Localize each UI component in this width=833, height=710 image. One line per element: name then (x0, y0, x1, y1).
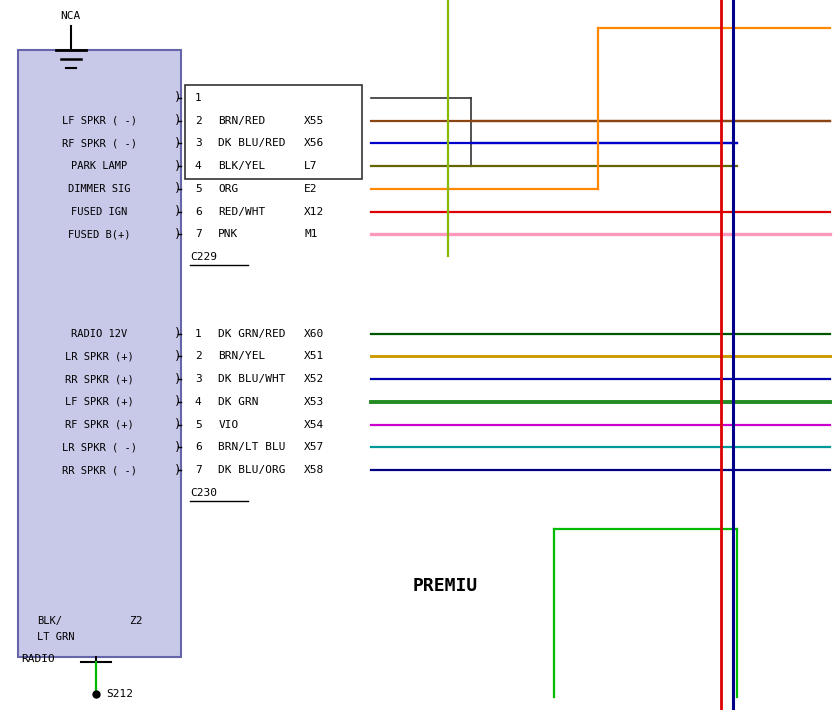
Text: RF SPKR (+): RF SPKR (+) (65, 420, 134, 430)
Text: DIMMER SIG: DIMMER SIG (68, 184, 131, 194)
Text: PNK: PNK (218, 229, 238, 239)
Text: DK GRN/RED: DK GRN/RED (218, 329, 286, 339)
Text: ): ) (174, 228, 182, 241)
Text: L7: L7 (304, 161, 317, 171)
Text: ): ) (174, 418, 182, 431)
Text: 2: 2 (195, 351, 202, 361)
Text: PREMIU: PREMIU (413, 577, 478, 595)
Text: 6: 6 (195, 207, 202, 217)
Text: S212: S212 (106, 689, 132, 699)
Text: C229: C229 (190, 252, 217, 262)
Text: ): ) (174, 350, 182, 363)
Text: LR SPKR (+): LR SPKR (+) (65, 351, 134, 361)
Bar (185, 85, 362, 179)
Text: 7: 7 (195, 229, 202, 239)
Text: ): ) (174, 92, 182, 104)
Text: ): ) (174, 160, 182, 173)
Text: X52: X52 (304, 374, 324, 384)
Text: RF SPKR ( -): RF SPKR ( -) (62, 138, 137, 148)
Text: ORG: ORG (218, 184, 238, 194)
Text: DK BLU/RED: DK BLU/RED (218, 138, 286, 148)
Text: ): ) (174, 137, 182, 150)
Text: 6: 6 (195, 442, 202, 452)
Text: NCA: NCA (61, 11, 81, 21)
Text: ): ) (174, 182, 182, 195)
Text: ): ) (174, 464, 182, 476)
Text: PARK LAMP: PARK LAMP (72, 161, 127, 171)
Text: X57: X57 (304, 442, 324, 452)
Text: RR SPKR (+): RR SPKR (+) (65, 374, 134, 384)
Text: 2: 2 (195, 116, 202, 126)
Text: DK GRN: DK GRN (218, 397, 259, 407)
Text: 7: 7 (195, 465, 202, 475)
Text: E2: E2 (304, 184, 317, 194)
Text: LF SPKR ( -): LF SPKR ( -) (62, 116, 137, 126)
Text: Z2: Z2 (129, 616, 142, 626)
Text: DK BLU/ORG: DK BLU/ORG (218, 465, 286, 475)
Text: LF SPKR (+): LF SPKR (+) (65, 397, 134, 407)
Text: 5: 5 (195, 184, 202, 194)
Text: 3: 3 (195, 374, 202, 384)
Text: C230: C230 (190, 488, 217, 498)
Text: RED/WHT: RED/WHT (218, 207, 266, 217)
Text: 5: 5 (195, 420, 202, 430)
Text: ): ) (174, 373, 182, 386)
Text: ): ) (174, 205, 182, 218)
Text: BRN/RED: BRN/RED (218, 116, 266, 126)
Text: 4: 4 (195, 161, 202, 171)
Bar (18, 50, 181, 657)
Text: 3: 3 (195, 138, 202, 148)
Text: X60: X60 (304, 329, 324, 339)
Text: ): ) (174, 327, 182, 340)
Text: RADIO 12V: RADIO 12V (72, 329, 127, 339)
Text: X51: X51 (304, 351, 324, 361)
Text: LR SPKR ( -): LR SPKR ( -) (62, 442, 137, 452)
Text: X12: X12 (304, 207, 324, 217)
Text: FUSED B(+): FUSED B(+) (68, 229, 131, 239)
Text: FUSED IGN: FUSED IGN (72, 207, 127, 217)
Text: DK BLU/WHT: DK BLU/WHT (218, 374, 286, 384)
Text: RR SPKR ( -): RR SPKR ( -) (62, 465, 137, 475)
Text: BLK/YEL: BLK/YEL (218, 161, 266, 171)
Text: VIO: VIO (218, 420, 238, 430)
Text: X54: X54 (304, 420, 324, 430)
Text: X56: X56 (304, 138, 324, 148)
Text: X58: X58 (304, 465, 324, 475)
Text: ): ) (174, 114, 182, 127)
Text: BRN/YEL: BRN/YEL (218, 351, 266, 361)
Text: RADIO: RADIO (21, 654, 55, 664)
Text: LT GRN: LT GRN (37, 632, 75, 642)
Text: ): ) (174, 395, 182, 408)
Text: BRN/LT BLU: BRN/LT BLU (218, 442, 286, 452)
Text: X53: X53 (304, 397, 324, 407)
Text: X55: X55 (304, 116, 324, 126)
Text: 4: 4 (195, 397, 202, 407)
Text: 1: 1 (195, 93, 202, 103)
Text: 1: 1 (195, 329, 202, 339)
Text: ): ) (174, 441, 182, 454)
Text: M1: M1 (304, 229, 317, 239)
Text: BLK/: BLK/ (37, 616, 62, 626)
